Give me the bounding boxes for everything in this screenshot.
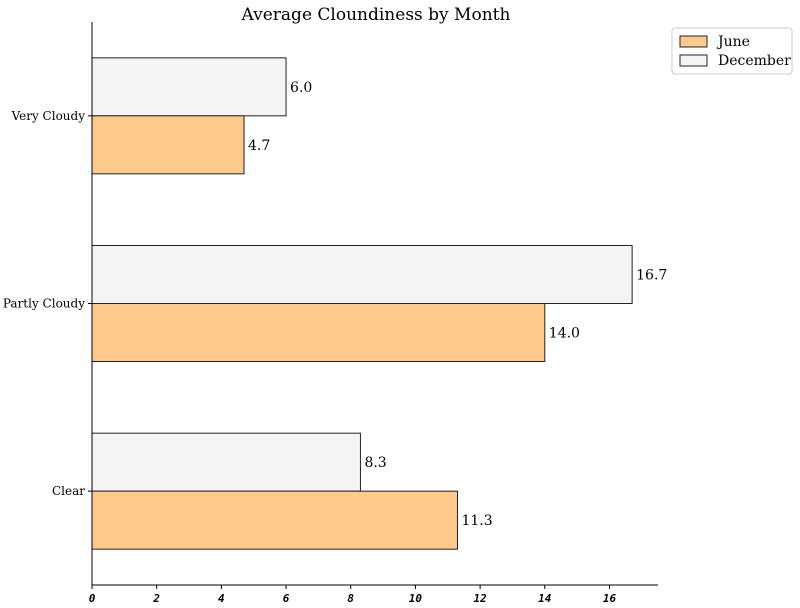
bar-june-very-cloudy: [91, 115, 245, 175]
legend-label-june: June: [716, 34, 750, 50]
axes-layer: Very Cloudy Partly Cloudy Clear 0 2 4 6 8 10 12 14…: [3, 22, 658, 605]
x-tick-label-16: 16: [603, 592, 617, 605]
x-tick-label-8: 8: [347, 592, 354, 605]
x-tick-label-6: 6: [283, 592, 290, 605]
y-tick-label-clear: Clear: [52, 484, 85, 498]
data-label-december-clear: 8.3: [364, 455, 386, 471]
y-tick-label-very-cloudy: Very Cloudy: [11, 109, 86, 123]
x-tick-label-4: 4: [218, 592, 225, 605]
bar-december-very-cloudy: [91, 57, 287, 117]
bar-june-clear: [91, 490, 458, 550]
legend-label-december: December: [718, 53, 791, 69]
bar-december-partly-cloudy: [91, 245, 633, 304]
x-tick-label-0: 0: [89, 592, 96, 605]
data-label-june-partly-cloudy: 14.0: [549, 326, 580, 342]
x-tick-label-2: 2: [152, 592, 160, 605]
x-tick-label-10: 10: [409, 592, 423, 605]
bar-june-partly-cloudy: [91, 303, 546, 362]
x-tick-label-14: 14: [538, 592, 552, 605]
data-label-june-very-cloudy: 4.7: [248, 138, 270, 154]
data-label-december-partly-cloudy: 16.7: [636, 268, 667, 284]
bar-december-clear: [91, 432, 361, 492]
bars-layer: 6.0 4.7 16.7 14.0 8.3 11.3: [91, 57, 667, 550]
y-tick-label-partly-cloudy: Partly Cloudy: [3, 297, 85, 311]
data-label-december-very-cloudy: 6.0: [290, 80, 312, 96]
data-label-june-clear: 11.3: [461, 513, 492, 529]
x-tick-label-12: 12: [473, 592, 487, 605]
chart-title: Average Cloundiness by Month: [241, 5, 511, 25]
legend-swatch-december: [679, 54, 708, 67]
legend: June December: [671, 27, 793, 75]
legend-swatch-june: [679, 35, 708, 48]
